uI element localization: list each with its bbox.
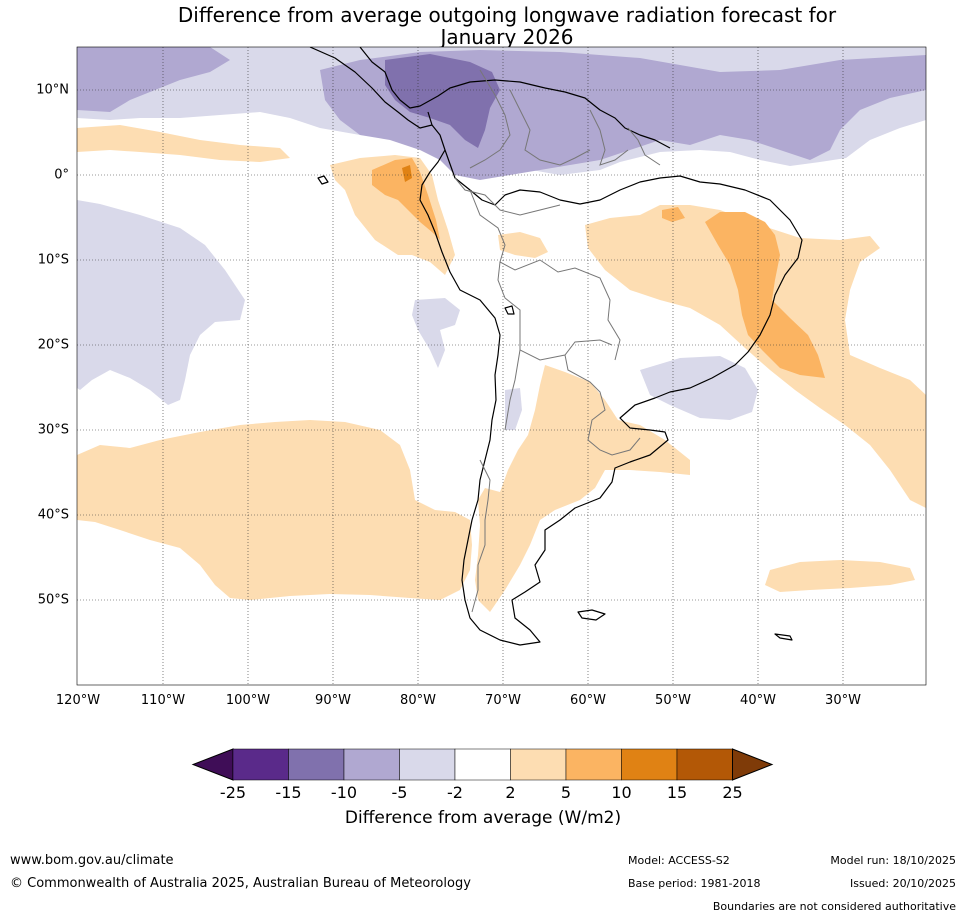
coastline-lake-titicaca	[504, 305, 515, 315]
longitude-label-70w: 70°W	[485, 693, 521, 708]
latitude-label-20s: 20°S	[37, 337, 69, 353]
latitude-label-40s: 40°S	[37, 507, 69, 523]
map-title-line-2: January 2026	[440, 25, 574, 49]
anomaly-region-light-orange-argentina	[475, 365, 690, 612]
base-period: Base period: 1981-2018	[628, 877, 761, 890]
longitude-label-60w: 60°W	[570, 693, 606, 708]
colorbar-tick: -2	[447, 783, 463, 802]
colorbar-tick: 2	[505, 783, 516, 802]
colorbar-tick: -5	[391, 783, 408, 802]
model-run-date: Model run: 18/10/2025	[830, 854, 956, 867]
boundaries-note: Boundaries are not considered authoritat…	[712, 900, 956, 913]
anomaly-region-dark-purple	[385, 54, 500, 148]
anomaly-region-light-purple-pacific	[77, 200, 245, 405]
longitude-label-40w: 40°W	[740, 693, 776, 708]
model-name: Model: ACCESS-S2	[628, 854, 730, 867]
anomaly-region-light-purple-brazil	[640, 356, 758, 420]
coastline-falklands	[577, 609, 606, 621]
map-title: Difference from average outgoing longwav…	[77, 4, 937, 48]
anomaly-region-purple-west	[77, 47, 230, 112]
coastlines	[309, 47, 803, 646]
anomaly-region-orange-ecuador	[372, 158, 440, 240]
longitude-label-30w: 30°W	[825, 693, 861, 708]
latitude-label-10n: 10°N	[36, 82, 69, 98]
bom-climate-link[interactable]: www.bom.gov.au/climate	[10, 853, 174, 868]
colorbar-tick: 10	[611, 783, 632, 802]
coastline-galapagos	[317, 175, 329, 185]
latitude-label-30s: 30°S	[37, 422, 69, 438]
latitude-label-50s: 50°S	[37, 592, 69, 608]
anomaly-region-dark-orange	[402, 165, 412, 182]
longitude-label-50w: 50°W	[655, 693, 691, 708]
colorbar-tick: -15	[275, 783, 302, 802]
coastline-caribbean	[359, 47, 671, 149]
anomaly-region-light-orange-south-atlantic	[765, 560, 915, 592]
anomaly-region-light-purple-central	[412, 298, 460, 368]
latitude-label-0: 0°	[54, 167, 69, 183]
issued-date: Issued: 20/10/2025	[849, 877, 956, 890]
anomaly-region-light-orange-south-pacific	[77, 420, 472, 600]
anomaly-region-orange-small	[662, 207, 685, 222]
longitude-label-100w: 100°W	[225, 693, 271, 708]
anomaly-region-orange-brazil	[705, 212, 825, 378]
colorbar-tick: 25	[722, 783, 743, 802]
coastline-south-america	[419, 124, 803, 646]
graticule	[77, 47, 926, 685]
colorbar-tick: 15	[666, 783, 688, 802]
coastline-south-georgia	[774, 633, 793, 641]
longitude-label-80w: 80°W	[400, 693, 436, 708]
longitude-label-110w: 110°W	[140, 693, 186, 708]
map-title-line-1: Difference from average outgoing longwav…	[177, 3, 837, 27]
map-frame	[76, 46, 927, 686]
colorbar-label: Difference from average (W/m2)	[344, 808, 622, 828]
anomaly-region-light-orange-pacific-north	[77, 125, 290, 162]
colorbar-tick: -25	[219, 783, 247, 802]
longitude-label-90w: 90°W	[315, 693, 351, 708]
country-borders	[454, 69, 661, 613]
latitude-label-10s: 10°S	[37, 252, 69, 268]
anomaly-region-light-purple-andes	[505, 388, 522, 430]
anomaly-region-light-orange-bolivia	[498, 232, 548, 258]
colorbar-tick: -10	[330, 783, 358, 802]
coastline-central-america-pacific	[309, 47, 433, 129]
copyright-text: © Commonwealth of Australia 2025, Austra…	[10, 876, 471, 891]
colorbar-tick: 5	[560, 783, 572, 802]
anomaly-region-light-orange-brazil	[585, 205, 926, 508]
longitude-label-120w: 120°W	[55, 693, 101, 708]
